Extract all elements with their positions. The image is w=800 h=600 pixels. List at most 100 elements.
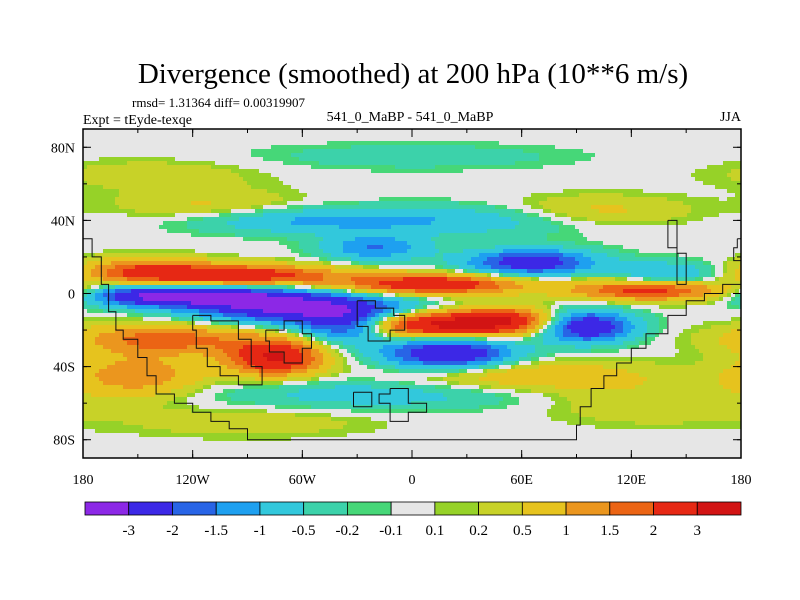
- field-cell: [387, 189, 392, 194]
- field-cell: [627, 225, 632, 230]
- field-cell: [603, 185, 608, 190]
- field-cell: [99, 165, 104, 170]
- field-cell: [195, 205, 200, 210]
- field-cell: [307, 221, 312, 226]
- field-cell: [179, 157, 184, 162]
- field-cell: [123, 225, 128, 230]
- field-cell: [323, 185, 328, 190]
- field-cell: [347, 205, 352, 210]
- field-cell: [375, 181, 380, 186]
- field-cell: [479, 237, 484, 242]
- field-cell: [199, 189, 204, 194]
- field-cell: [319, 133, 324, 138]
- field-cell: [347, 137, 352, 142]
- field-cell: [191, 141, 196, 146]
- field-cell: [315, 185, 320, 190]
- field-cell: [123, 145, 128, 150]
- field-cell: [411, 185, 416, 190]
- field-cell: [595, 145, 600, 150]
- field-cell: [527, 197, 532, 202]
- field-cell: [491, 169, 496, 174]
- field-cell: [527, 189, 532, 194]
- field-cell: [619, 213, 624, 218]
- field-cell: [443, 237, 448, 242]
- field-cell: [331, 229, 336, 234]
- field-cell: [587, 193, 592, 198]
- field-cell: [339, 221, 344, 226]
- field-cell: [83, 181, 88, 186]
- field-cell: [735, 233, 740, 238]
- field-cell: [331, 245, 336, 250]
- field-cell: [583, 153, 588, 158]
- field-cell: [391, 173, 396, 178]
- field-cell: [323, 129, 328, 134]
- field-cell: [95, 149, 100, 154]
- field-cell: [675, 193, 680, 198]
- field-cell: [547, 209, 552, 214]
- field-cell: [579, 153, 584, 158]
- field-cell: [551, 169, 556, 174]
- field-cell: [87, 177, 92, 182]
- field-cell: [399, 133, 404, 138]
- field-cell: [615, 129, 620, 134]
- field-cell: [639, 245, 644, 250]
- field-cell: [543, 153, 548, 158]
- field-cell: [179, 225, 184, 230]
- field-cell: [459, 145, 464, 150]
- field-cell: [599, 197, 604, 202]
- field-cell: [623, 137, 628, 142]
- field-cell: [319, 145, 324, 150]
- field-cell: [207, 173, 212, 178]
- field-cell: [363, 245, 368, 250]
- field-cell: [375, 241, 380, 246]
- field-cell: [667, 185, 672, 190]
- field-cell: [343, 221, 348, 226]
- field-cell: [483, 149, 488, 154]
- field-cell: [463, 225, 468, 230]
- field-cell: [435, 233, 440, 238]
- field-cell: [303, 157, 308, 162]
- field-cell: [451, 213, 456, 218]
- field-cell: [283, 237, 288, 242]
- field-cell: [199, 129, 204, 134]
- field-cell: [219, 225, 224, 230]
- field-cell: [279, 245, 284, 250]
- field-cell: [171, 209, 176, 214]
- field-cell: [691, 233, 696, 238]
- field-cell: [187, 173, 192, 178]
- field-cell: [419, 177, 424, 182]
- field-cell: [99, 185, 104, 190]
- field-cell: [159, 209, 164, 214]
- field-cell: [119, 173, 124, 178]
- field-cell: [507, 189, 512, 194]
- field-cell: [603, 241, 608, 246]
- field-cell: [563, 145, 568, 150]
- field-cell: [151, 221, 156, 226]
- field-cell: [203, 157, 208, 162]
- field-cell: [111, 229, 116, 234]
- field-cell: [451, 177, 456, 182]
- field-cell: [267, 161, 272, 166]
- field-cell: [279, 145, 284, 150]
- field-cell: [347, 173, 352, 178]
- field-cell: [111, 145, 116, 150]
- field-cell: [403, 241, 408, 246]
- field-cell: [131, 145, 136, 150]
- field-cell: [447, 129, 452, 134]
- field-cell: [671, 193, 676, 198]
- field-cell: [707, 205, 712, 210]
- field-cell: [535, 157, 540, 162]
- field-cell: [255, 197, 260, 202]
- field-cell: [623, 149, 628, 154]
- field-cell: [283, 209, 288, 214]
- field-cell: [451, 241, 456, 246]
- field-cell: [195, 169, 200, 174]
- field-cell: [331, 205, 336, 210]
- field-cell: [727, 137, 732, 142]
- field-cell: [455, 233, 460, 238]
- field-cell: [275, 177, 280, 182]
- field-cell: [171, 141, 176, 146]
- field-cell: [123, 133, 128, 138]
- field-cell: [391, 153, 396, 158]
- field-cell: [399, 177, 404, 182]
